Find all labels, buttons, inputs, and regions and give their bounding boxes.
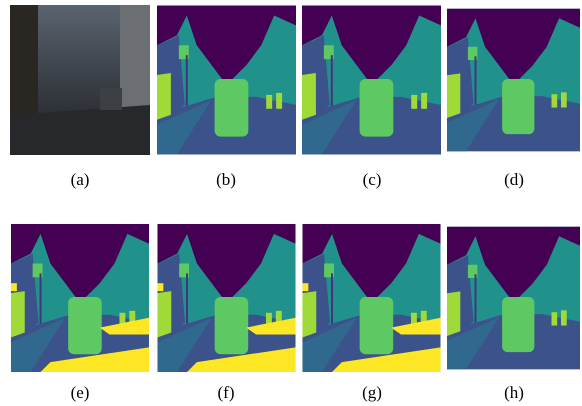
segmentation bbox=[302, 224, 440, 372]
segmentation bbox=[447, 9, 580, 152]
panel-label: (c) bbox=[363, 170, 382, 189]
segmentation bbox=[157, 224, 295, 372]
segmentation bbox=[11, 224, 149, 372]
panel-label: (d) bbox=[504, 170, 524, 189]
figure: (a) (b) (c) (d) (e) (f) (g) (h) bbox=[0, 0, 582, 406]
panel-label: (e) bbox=[71, 383, 90, 402]
segmentation bbox=[302, 6, 441, 155]
panel-label: (b) bbox=[216, 170, 236, 189]
photo bbox=[10, 5, 150, 155]
panel-label: (g) bbox=[362, 383, 382, 402]
panel-label: (f) bbox=[218, 383, 235, 402]
segmentation bbox=[447, 227, 580, 370]
panel-label: (a) bbox=[71, 170, 90, 189]
segmentation bbox=[157, 6, 296, 155]
panel-label: (h) bbox=[504, 383, 524, 402]
